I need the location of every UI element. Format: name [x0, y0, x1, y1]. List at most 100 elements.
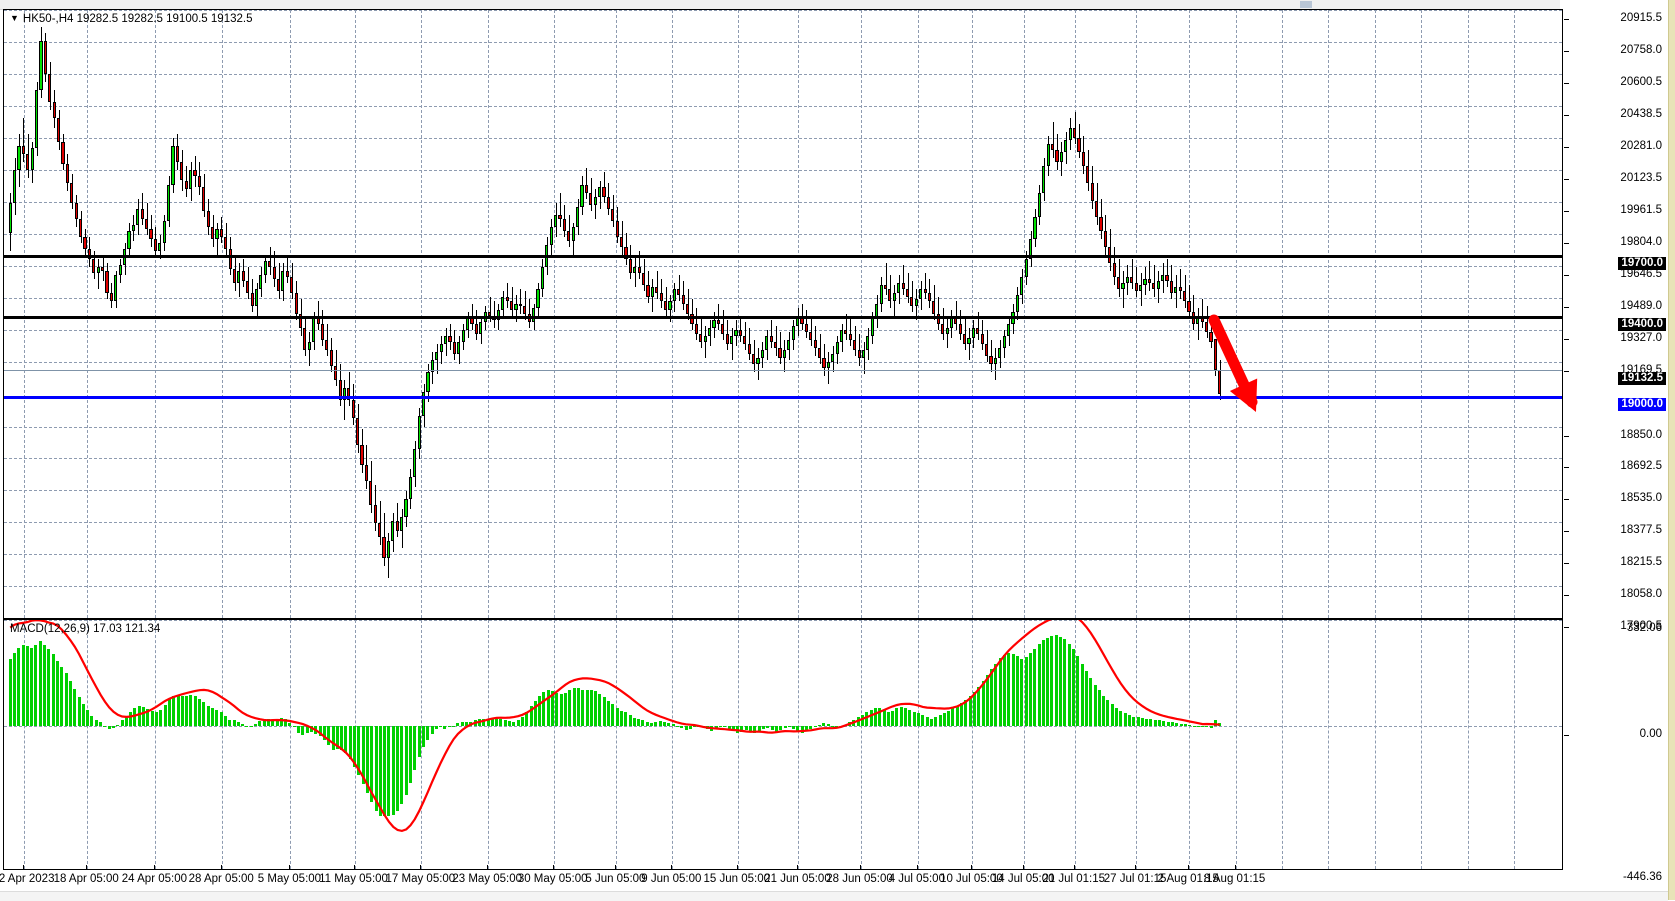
time-gridline	[1282, 620, 1283, 869]
price-gridline	[4, 73, 1562, 75]
candle-body	[756, 357, 760, 364]
macd-histogram-bar	[1123, 713, 1127, 727]
macd-histogram-bar	[120, 720, 124, 727]
macd-histogram-bar	[921, 715, 925, 727]
time-axis-tick	[420, 865, 422, 870]
candle-body	[329, 349, 333, 367]
price-level-line[interactable]	[4, 396, 1562, 400]
macd-histogram-bar	[21, 644, 25, 727]
time-gridline	[222, 10, 224, 618]
macd-histogram-bar	[1140, 717, 1144, 727]
chevron-down-icon[interactable]: ▼	[10, 13, 19, 23]
candle-body	[690, 313, 694, 324]
time-gridline	[1189, 620, 1191, 869]
candle-body	[325, 339, 329, 350]
macd-histogram-bar	[641, 720, 645, 727]
price-gridline	[4, 458, 1562, 460]
price-axis-tick	[1564, 50, 1569, 52]
candle-wick	[490, 297, 491, 322]
macd-histogram-bar	[456, 723, 460, 727]
macd-axis-tick	[1564, 735, 1569, 737]
price-pane[interactable]: ▼ HK50-,H4 19282.5 19282.5 19100.5 19132.…	[4, 10, 1562, 618]
time-axis-tick	[289, 865, 291, 870]
macd-histogram-bar	[1024, 657, 1028, 727]
macd-histogram-bar	[94, 719, 98, 727]
candle-wick	[749, 327, 750, 360]
time-gridline	[1136, 620, 1138, 869]
time-gridline	[917, 620, 919, 869]
macd-histogram-bar	[972, 691, 976, 727]
macd-histogram-bar	[486, 719, 490, 727]
candle-body	[39, 41, 43, 90]
macd-histogram-bar	[1093, 684, 1097, 727]
time-axis-label: 4 Jul 05:00	[888, 873, 945, 885]
candle-body	[668, 301, 672, 310]
price-gridline	[4, 586, 1562, 588]
price-axis-highlight-label[interactable]: 19700.0	[1618, 257, 1666, 271]
candle-body	[1081, 152, 1086, 167]
time-gridline	[290, 620, 292, 869]
candle-body	[312, 317, 316, 342]
candle-body	[246, 281, 250, 294]
candle-body	[1169, 281, 1173, 294]
macd-histogram-bar	[400, 726, 404, 805]
time-gridline	[616, 620, 618, 869]
time-axis-tick	[487, 865, 489, 870]
time-axis-tick	[86, 865, 88, 870]
price-axis-label: 19169.5	[1620, 364, 1662, 377]
macd-histogram-bar	[103, 725, 107, 727]
time-axis-tick	[1073, 865, 1075, 870]
candle-wick	[1149, 261, 1150, 292]
candle-body	[334, 366, 338, 381]
macd-histogram-bar	[1201, 726, 1205, 728]
chart-frame[interactable]: ▼ HK50-,H4 19282.5 19282.5 19100.5 19132.…	[3, 9, 1563, 870]
macd-histogram-bar	[731, 726, 735, 732]
candle-body	[989, 355, 993, 364]
price-axis-highlight-label[interactable]: 19132.5	[1618, 371, 1666, 385]
time-axis-tick	[1234, 865, 1236, 870]
price-axis[interactable]: 20915.5 20758.0 20600.5 20438.5 20281.0 20123…	[1564, 9, 1668, 883]
candle-body	[342, 388, 347, 401]
price-axis-highlight-label[interactable]: 19000.0	[1618, 398, 1666, 412]
time-axis-label: 8 Aug 01:15	[1203, 873, 1266, 885]
macd-histogram-bar	[572, 687, 576, 727]
macd-histogram-bar	[589, 689, 593, 727]
macd-histogram-bar	[749, 726, 753, 731]
time-gridline	[737, 620, 739, 869]
candle-body	[923, 289, 927, 294]
macd-histogram-bar	[1041, 640, 1045, 727]
macd-histogram-bar	[1119, 710, 1123, 727]
price-axis-highlight-label[interactable]: 19400.0	[1618, 317, 1666, 331]
time-gridline	[553, 10, 555, 618]
candle-body	[685, 303, 690, 314]
candle-body	[813, 339, 817, 348]
time-axis-label: 11 May 05:00	[319, 873, 388, 885]
candle-body	[35, 89, 39, 149]
price-level-line[interactable]	[4, 369, 1562, 371]
macd-histogram-bar	[663, 721, 666, 727]
macd-pane[interactable]: MACD(12,26,9) 17.03 121.34	[4, 620, 1562, 869]
candle-body	[144, 218, 149, 229]
macd-histogram-bar	[1020, 659, 1024, 727]
candle-body	[1161, 275, 1165, 282]
candle-body	[303, 327, 307, 350]
price-level-line[interactable]	[4, 255, 1562, 259]
scrollbar-thumb[interactable]	[1300, 1, 1312, 8]
candle-wick	[147, 202, 148, 235]
candle-body	[347, 388, 351, 401]
macd-histogram-bar	[693, 726, 697, 728]
price-axis-label: 18215.5	[1620, 556, 1662, 569]
candle-wick	[925, 273, 926, 300]
macd-histogram-bar	[568, 689, 572, 727]
macd-histogram-bar	[1183, 724, 1187, 727]
price-level-line[interactable]	[4, 315, 1562, 319]
macd-histogram-bar	[421, 726, 425, 748]
candle-body	[773, 341, 778, 348]
candle-body	[175, 146, 179, 163]
macd-histogram-bar	[710, 726, 714, 731]
candle-body	[659, 293, 663, 302]
candle-body	[936, 313, 940, 324]
time-gridline	[917, 10, 919, 618]
macd-histogram-bar	[947, 710, 951, 727]
